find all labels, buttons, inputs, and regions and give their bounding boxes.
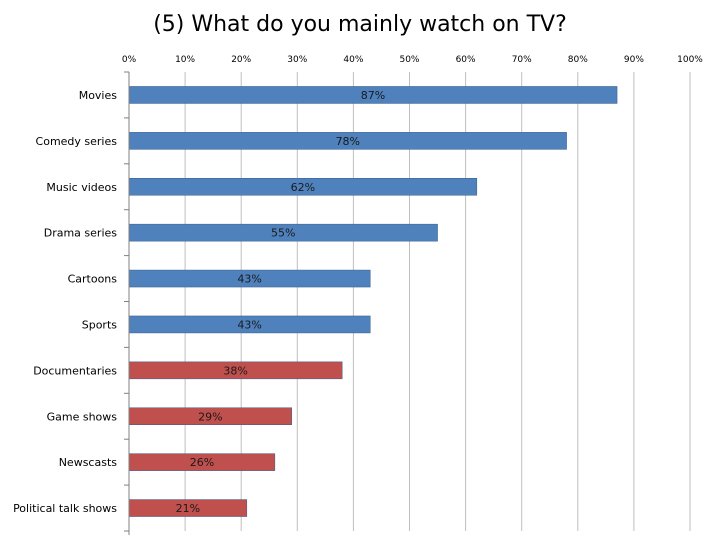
data-label: 87% (361, 89, 385, 102)
data-label: 38% (223, 364, 247, 377)
x-tick-label: 10% (175, 55, 195, 65)
x-tick-label: 100% (677, 55, 703, 65)
data-label: 43% (237, 318, 261, 331)
data-labels: 87% 78% 62% 55% 43% 43% 38% 29% 26% 21% (176, 89, 386, 515)
x-tick-label: 60% (456, 55, 476, 65)
data-label: 21% (176, 502, 200, 515)
x-tick-label: 0% (122, 55, 137, 65)
category-label: Cartoons (68, 273, 118, 286)
chart-title: (5) What do you mainly watch on TV? (153, 12, 567, 37)
x-tick-label: 80% (568, 55, 588, 65)
data-label: 78% (336, 135, 360, 148)
x-axis-ticks: 0% 10% 20% 30% 40% 50% 60% 70% 80% 90% 100% (122, 55, 703, 65)
data-label: 55% (271, 227, 295, 240)
category-label: Game shows (47, 410, 118, 423)
data-label: 29% (198, 410, 222, 423)
category-label: Political talk shows (13, 502, 117, 515)
category-label: Documentaries (33, 364, 117, 377)
category-labels: Movies Comedy series Music videos Drama ser… (13, 89, 117, 515)
data-label: 62% (291, 181, 315, 194)
x-tick-label: 50% (399, 55, 419, 65)
category-label: Newscasts (59, 456, 118, 469)
category-label: Comedy series (36, 135, 118, 148)
x-tick-label: 40% (343, 55, 363, 65)
x-tick-label: 90% (624, 55, 644, 65)
bars (128, 86, 618, 517)
x-tick-label: 70% (512, 55, 532, 65)
category-label: Movies (79, 89, 118, 102)
category-label: Sports (82, 318, 118, 331)
data-label: 43% (237, 273, 261, 286)
data-label: 26% (190, 456, 214, 469)
y-axis (124, 71, 130, 535)
category-label: Drama series (44, 227, 118, 240)
x-tick-label: 30% (287, 55, 307, 65)
category-label: Music videos (46, 181, 117, 194)
x-tick-label: 20% (231, 55, 251, 65)
